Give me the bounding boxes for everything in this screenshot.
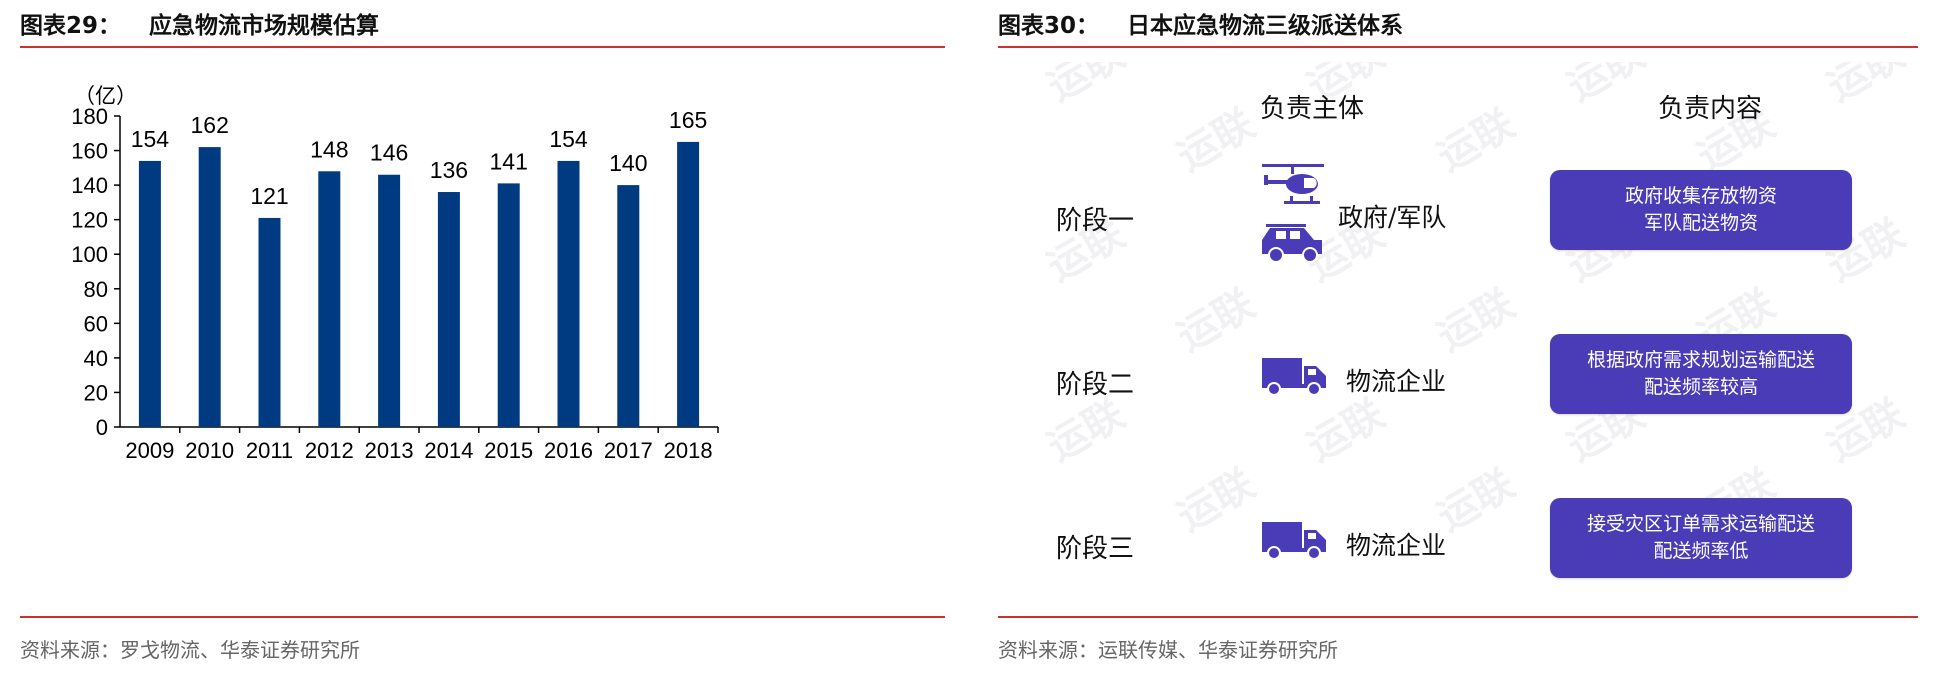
watermark-text: 运联 [1040,391,1132,471]
stage-2-content-box: 根据政府需求规划运输配送 配送频率较高 [1550,334,1852,414]
y-tick-label: 160 [71,139,108,164]
stage-3-entity: 物流企业 [1346,531,1447,560]
watermark-text: 运联 [1300,391,1392,471]
x-tick-label: 2011 [246,438,293,463]
left-top-rule [20,46,945,48]
watermark-text: 运联 [1820,62,1912,111]
stage-1-content-box: 政府收集存放物资 军队配送物资 [1550,170,1852,250]
stage-3-content-line-1: 接受灾区订单需求运输配送 [1586,513,1815,535]
x-tick-label: 2015 [484,438,533,463]
bar [378,174,401,427]
stage-1-entity: 政府/军队 [1338,203,1447,232]
x-tick-label: 2016 [544,438,593,463]
bar [138,160,161,427]
bar [617,185,640,427]
stage-3-content-box: 接受灾区订单需求运输配送 配送频率低 [1550,498,1852,578]
right-figure-title: 日本应急物流三级派送体系 [1127,13,1404,39]
data-label: 154 [131,126,170,152]
left-figure-title: 应急物流市场规模估算 [149,13,380,39]
bar-chart: （亿） 0 20 40 60 80 100 120 140 160 180 154 2009 162 20… [71,85,719,463]
right-figure-label: 图表30： [998,13,1100,39]
stage-1-label: 阶段一 [1056,206,1135,236]
bar [258,217,281,427]
data-label: 154 [549,126,588,152]
bar [437,192,460,427]
watermark-text: 运联 [1040,62,1132,111]
bar [318,171,341,427]
jeep-icon [1262,224,1322,263]
stage-2-content-line-1: 根据政府需求规划运输配送 [1586,349,1815,371]
data-label: 140 [609,150,647,176]
truck-icon [1262,358,1326,396]
watermark-text: 运联 [1170,281,1262,361]
y-tick-label: 100 [71,242,108,267]
y-tick-label: 140 [71,173,108,198]
header-entity: 负责主体 [1260,94,1365,124]
bar [198,147,221,427]
y-tick-label: 80 [84,277,108,302]
x-tick-label: 2009 [125,438,174,463]
right-bottom-rule [998,616,1918,618]
watermark-text: 运联 [1170,101,1262,181]
watermark-text: 运联 [1430,101,1522,181]
stage-3-content-line-2: 配送频率低 [1653,540,1749,562]
truck-icon [1262,522,1326,560]
data-label: 165 [669,107,707,133]
bar [677,141,700,427]
y-tick-label: 20 [84,380,108,405]
data-label: 146 [370,140,408,166]
left-figure-label: 图表29： [20,13,122,39]
y-tick-label: 180 [71,104,108,129]
stage-1-content-line-2: 军队配送物资 [1643,212,1758,234]
right-top-rule [998,46,1918,48]
watermark-text: 运联 [1560,62,1652,111]
data-label: 136 [430,157,468,183]
y-tick-label: 120 [71,208,108,233]
y-tick-label: 60 [84,311,108,336]
left-source: 资料来源：罗戈物流、华泰证券研究所 [20,638,360,662]
stage-1-content-line-1: 政府收集存放物资 [1624,185,1777,207]
bar [557,160,580,427]
stage-2-entity: 物流企业 [1346,367,1447,396]
header-content: 负责内容 [1658,94,1763,124]
stage-3-label: 阶段三 [1056,534,1135,564]
bar-layer [138,141,700,427]
watermark-text: 运联 [1430,281,1522,361]
x-tick-label: 2017 [604,438,653,463]
right-panel: 图表30： 日本应急物流三级派送体系 运联 运联 运联 运联 运联 运联 运联 运联 运联 运联 运联… [998,0,1918,674]
left-panel: 图表29： 应急物流市场规模估算 （亿） 0 20 40 60 80 100 120 140 16… [20,0,945,674]
data-label: 141 [490,148,528,174]
bar [497,183,520,427]
right-panel-title: 图表30： 日本应急物流三级派送体系 [998,8,1918,44]
x-tick-label: 2010 [185,438,234,463]
data-label: 148 [310,136,348,162]
label-layer: 0 20 40 60 80 100 120 140 160 180 154 2009 162 2010 12… [71,104,712,463]
stage-2-label: 阶段二 [1056,370,1135,400]
x-tick-label: 2012 [305,438,354,463]
stage-2-content-line-2: 配送频率较高 [1643,376,1758,398]
y-unit-label: （亿） [74,85,137,108]
data-label: 121 [250,183,288,209]
watermark-text: 运联 [1170,461,1262,541]
left-bottom-rule [20,616,945,618]
right-source: 资料来源：运联传媒、华泰证券研究所 [998,638,1338,662]
left-panel-title: 图表29： 应急物流市场规模估算 [20,8,945,44]
y-tick-label: 0 [96,415,108,440]
x-tick-label: 2013 [365,438,414,463]
data-label: 162 [191,112,229,138]
x-tick-label: 2014 [424,438,473,463]
y-tick-label: 40 [84,346,108,371]
helicopter-icon [1262,164,1324,204]
x-tick-label: 2018 [664,438,713,463]
